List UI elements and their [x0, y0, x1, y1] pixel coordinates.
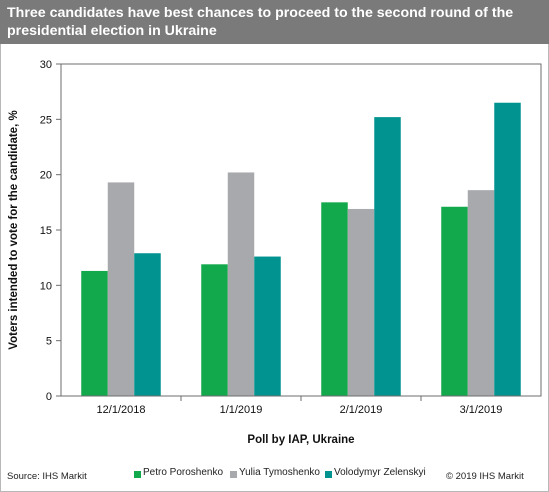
x-tick-label: 12/1/2018 — [97, 404, 146, 416]
bar-yulia-tymoshenko — [227, 172, 255, 396]
bar-petro-poroshenko — [81, 270, 108, 396]
bars-group — [81, 102, 521, 397]
bar-volodymyr-zelenskyi — [374, 117, 401, 397]
y-tick-label: 30 — [40, 59, 52, 71]
bar-yulia-tymoshenko — [107, 182, 135, 396]
chart-title: Three candidates have best chances to pr… — [7, 5, 514, 39]
x-axis-label: Poll by IAP, Ukraine — [247, 434, 354, 446]
bar-yulia-tymoshenko — [347, 208, 375, 396]
x-tick-label: 1/1/2019 — [220, 404, 263, 416]
bar-yulia-tymoshenko — [467, 190, 495, 396]
y-tick-label: 10 — [40, 280, 52, 292]
source-note: Source: IHS Markit — [7, 471, 87, 482]
legend-label: Yulia Tymoshenko — [239, 467, 320, 478]
bar-volodymyr-zelenskyi — [254, 256, 281, 396]
legend-label: Volodymyr Zelenskyi — [334, 467, 426, 478]
x-tick-label: 3/1/2019 — [460, 404, 503, 416]
y-tick-label: 15 — [40, 225, 52, 237]
legend-label: Petro Poroshenko — [143, 467, 224, 478]
bar-volodymyr-zelenskyi — [134, 253, 161, 396]
bar-petro-poroshenko — [441, 206, 468, 396]
y-axis-label: Voters intended to vote for the candidat… — [8, 110, 20, 349]
bar-volodymyr-zelenskyi — [494, 102, 521, 396]
bar-petro-poroshenko — [201, 264, 228, 396]
legend-swatch — [325, 471, 332, 478]
axes-group: 0 5 10 15 20 25 30 12/1/2018 1/1/2019 2/1/2019 3/1… — [40, 59, 542, 416]
legend-swatch — [134, 471, 141, 478]
y-tick-label: 25 — [40, 114, 52, 126]
legend-swatch — [230, 471, 237, 478]
y-tick-label: 5 — [46, 336, 52, 348]
x-tick-label: 2/1/2019 — [340, 404, 383, 416]
y-tick-label: 0 — [46, 391, 52, 403]
copyright-note: © 2019 IHS Markit — [446, 471, 524, 482]
bar-chart: 0 5 10 15 20 25 30 12/1/2018 1/1/2019 2/1/2019 3/1… — [8, 59, 542, 446]
title-bar: Three candidates have best chances to pr… — [0, 0, 549, 44]
bar-petro-poroshenko — [321, 202, 348, 396]
y-tick-label: 20 — [40, 170, 52, 182]
